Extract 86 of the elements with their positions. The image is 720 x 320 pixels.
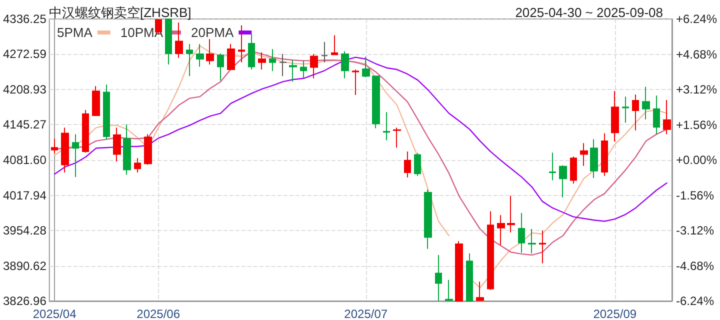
x-tick-label: 2025/06	[136, 307, 180, 320]
candlestick	[539, 230, 546, 264]
candlestick	[518, 212, 525, 254]
candlestick	[507, 195, 515, 233]
candlestick	[51, 138, 58, 154]
candlestick	[497, 214, 505, 246]
candlestick	[186, 44, 193, 77]
candlestick	[590, 138, 598, 179]
x-tick-label: 2025/04	[32, 307, 77, 320]
legend-label: 20PMA	[191, 25, 234, 40]
candlestick	[393, 127, 401, 148]
y2-tick-label: -4.68%	[676, 258, 714, 273]
candlestick	[455, 240, 463, 302]
candlestick	[134, 158, 141, 174]
candlestick	[217, 52, 224, 82]
candlestick	[196, 44, 204, 68]
candlestick	[279, 54, 287, 77]
candlestick	[175, 22, 183, 58]
chart-subtitle: 2025-04-30 ~ 2025-09-08	[515, 5, 663, 20]
candlestick	[227, 44, 235, 71]
y-tick-label: 4145.27	[2, 118, 47, 132]
legend-label: 5PMA	[56, 25, 93, 40]
candlestick	[123, 124, 131, 176]
chart-title: 中汉螺纹钢卖空[ZHSRB]	[49, 5, 192, 20]
y2-tick-label: -3.12%	[676, 224, 714, 238]
candlestick	[331, 34, 338, 56]
y2-tick-label: +0.00%	[676, 153, 718, 167]
y-tick-label: 4336.25	[2, 12, 47, 26]
candlestick	[321, 41, 328, 63]
y-tick-label: 3826.96	[2, 294, 47, 308]
candlestick	[424, 189, 432, 250]
candlestick	[289, 60, 297, 82]
y-tick-label: 4017.94	[2, 188, 47, 202]
y2-tick-label: -6.24%	[676, 294, 714, 308]
candlestick	[487, 210, 494, 290]
x-tick-label: 2025/07	[344, 307, 388, 320]
y-tick-label: 4272.59	[2, 47, 47, 62]
y-tick-label: 3890.62	[2, 258, 47, 273]
candlestick	[165, 18, 172, 66]
candlestick	[92, 86, 100, 116]
candlestick	[622, 96, 629, 124]
candlestick	[82, 109, 89, 154]
candlestick	[362, 56, 370, 78]
candlestick	[103, 84, 110, 140]
candlestick	[611, 90, 619, 142]
y2-tick-label: +6.24%	[676, 12, 718, 26]
candlestick	[549, 152, 556, 181]
candlestick	[663, 99, 671, 135]
candlestick	[206, 38, 214, 66]
candlestick	[445, 279, 453, 302]
y-tick-label: 3954.28	[2, 224, 47, 238]
candlestick	[559, 164, 567, 198]
candlestick	[632, 94, 639, 131]
y2-tick-label: +4.68%	[676, 47, 718, 62]
candlestick	[310, 54, 318, 79]
candlestick	[258, 52, 266, 70]
candlestick	[476, 281, 484, 302]
candlestick	[61, 127, 69, 174]
candlestick	[72, 134, 79, 178]
candlestick	[642, 86, 650, 120]
candlestick	[372, 76, 380, 129]
candlestick	[601, 132, 608, 176]
candlestick	[144, 134, 152, 166]
y2-tick-label: +1.56%	[676, 118, 718, 132]
candlestick	[383, 112, 390, 141]
candlestick	[414, 152, 421, 176]
y-tick-label: 4081.60	[2, 153, 47, 168]
candlestick	[300, 60, 307, 79]
candlestick	[352, 69, 359, 96]
candlestick	[248, 34, 255, 70]
candlestick	[528, 228, 536, 254]
candlestick	[341, 50, 349, 79]
candlestick	[466, 252, 473, 302]
candlestick	[404, 150, 411, 178]
candlestick	[269, 48, 276, 72]
candlestick	[570, 156, 577, 184]
line-series	[54, 56, 668, 222]
y2-tick-label: +3.12%	[676, 82, 718, 96]
y-tick-label: 4208.93	[2, 82, 47, 96]
candlestick	[580, 142, 588, 166]
candlestick	[653, 95, 660, 135]
candlestick	[435, 254, 442, 302]
y2-tick-label: -1.56%	[676, 188, 714, 202]
x-tick-label: 2025/09	[593, 307, 637, 320]
candlestick	[113, 127, 121, 162]
candlestick	[238, 24, 245, 63]
